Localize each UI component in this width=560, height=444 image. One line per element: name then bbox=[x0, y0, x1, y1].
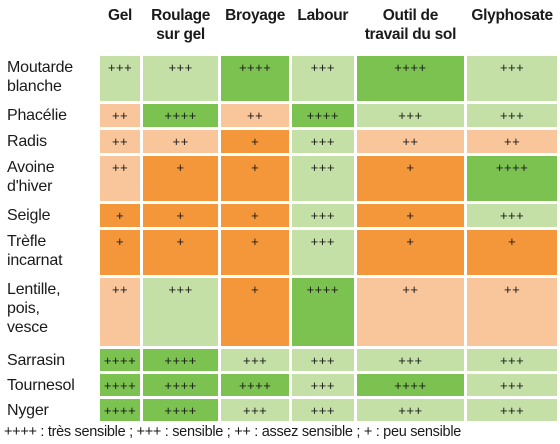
value-cell: ++++ bbox=[221, 374, 289, 396]
column-header: Glyphosate bbox=[467, 3, 557, 53]
column-header-label: Labour bbox=[297, 7, 349, 24]
value-cell: +++ bbox=[291, 399, 354, 421]
value-cell: +++ bbox=[100, 56, 140, 101]
value-cell: ++ bbox=[467, 278, 557, 346]
row-label: Avoine d'hiver bbox=[3, 156, 98, 201]
value-cell: +++ bbox=[356, 349, 465, 371]
table-row: Phacélie ++ ++++ ++ ++++ +++ +++ bbox=[3, 104, 557, 127]
value-cell: +++ bbox=[142, 56, 219, 101]
value-cell: +++ bbox=[291, 156, 354, 201]
value-cell: + bbox=[142, 156, 219, 201]
value-cell: ++++ bbox=[100, 399, 140, 421]
column-header: Labour bbox=[291, 3, 354, 53]
row-label: Nyger bbox=[3, 399, 98, 421]
column-header-label: Gel bbox=[107, 7, 133, 24]
value-cell: + bbox=[221, 204, 289, 227]
row-label: Tournesol bbox=[3, 374, 98, 396]
table-row: Avoine d'hiver ++ + + +++ + ++++ bbox=[3, 156, 557, 201]
value-cell: ++++ bbox=[142, 374, 219, 396]
value-cell: +++ bbox=[142, 278, 219, 346]
value-cell: ++ bbox=[100, 278, 140, 346]
corner-cell bbox=[3, 3, 98, 53]
column-header-label: Outil de travail du sol bbox=[364, 7, 457, 43]
value-cell: + bbox=[467, 230, 557, 275]
value-cell: + bbox=[221, 130, 289, 153]
value-cell: ++++ bbox=[291, 104, 354, 127]
value-cell: + bbox=[356, 156, 465, 201]
value-cell: + bbox=[221, 230, 289, 275]
value-cell: +++ bbox=[291, 56, 354, 101]
value-cell: +++ bbox=[291, 230, 354, 275]
column-header: Roulage sur gel bbox=[142, 3, 219, 53]
column-header-label: Glyphosate bbox=[471, 7, 553, 24]
row-label: Radis bbox=[3, 130, 98, 153]
value-cell: +++ bbox=[221, 349, 289, 371]
row-label: Phacélie bbox=[3, 104, 98, 127]
value-cell: + bbox=[221, 278, 289, 346]
value-cell: ++++ bbox=[100, 349, 140, 371]
value-cell: + bbox=[142, 230, 219, 275]
table-row: Radis ++ ++ + +++ ++ ++ bbox=[3, 130, 557, 153]
table-row: Moutarde blanche +++ +++ ++++ +++ ++++ +++ bbox=[3, 56, 557, 101]
table-row: Trèfle incarnat + + + +++ + + bbox=[3, 230, 557, 275]
value-cell: ++++ bbox=[356, 56, 465, 101]
value-cell: ++++ bbox=[142, 349, 219, 371]
value-cell: + bbox=[142, 204, 219, 227]
value-cell: +++ bbox=[291, 349, 354, 371]
value-cell: ++++ bbox=[100, 374, 140, 396]
legend: ++++ : très sensible ; +++ : sensible ; … bbox=[4, 424, 462, 440]
value-cell: +++ bbox=[467, 349, 557, 371]
value-cell: ++++ bbox=[356, 374, 465, 396]
value-cell: + bbox=[100, 230, 140, 275]
table-row: Nyger ++++ ++++ +++ +++ +++ +++ bbox=[3, 399, 557, 421]
value-cell: +++ bbox=[291, 130, 354, 153]
value-cell: +++ bbox=[467, 374, 557, 396]
value-cell: ++ bbox=[356, 130, 465, 153]
value-cell: +++ bbox=[356, 104, 465, 127]
value-cell: +++ bbox=[467, 204, 557, 227]
value-cell: +++ bbox=[467, 399, 557, 421]
value-cell: +++ bbox=[291, 374, 354, 396]
value-cell: +++ bbox=[467, 104, 557, 127]
column-header: Outil de travail du sol bbox=[356, 3, 465, 53]
value-cell: ++ bbox=[100, 130, 140, 153]
row-label: Seigle bbox=[3, 204, 98, 227]
value-cell: +++ bbox=[291, 204, 354, 227]
value-cell: ++ bbox=[356, 278, 465, 346]
column-header-label: Roulage sur gel bbox=[151, 7, 211, 43]
row-label: Lentille, pois, vesce bbox=[3, 278, 98, 346]
sensitivity-table: Gel Roulage sur gel Broyage Labour Outil… bbox=[3, 3, 557, 421]
value-cell: ++++ bbox=[142, 104, 219, 127]
row-label: Trèfle incarnat bbox=[3, 230, 98, 275]
table-row: Seigle + + + +++ + +++ bbox=[3, 204, 557, 227]
value-cell: ++ bbox=[142, 130, 219, 153]
value-cell: ++ bbox=[100, 104, 140, 127]
value-cell: + bbox=[221, 156, 289, 201]
value-cell: + bbox=[356, 204, 465, 227]
value-cell: ++ bbox=[467, 130, 557, 153]
value-cell: +++ bbox=[467, 56, 557, 101]
value-cell: + bbox=[100, 204, 140, 227]
column-header-label: Broyage bbox=[225, 7, 286, 24]
row-label: Moutarde blanche bbox=[3, 56, 98, 101]
value-cell: ++++ bbox=[467, 156, 557, 201]
value-cell: + bbox=[356, 230, 465, 275]
value-cell: ++ bbox=[100, 156, 140, 201]
value-cell: ++ bbox=[221, 104, 289, 127]
value-cell: +++ bbox=[356, 399, 465, 421]
value-cell: ++++ bbox=[221, 56, 289, 101]
table-row: Sarrasin ++++ ++++ +++ +++ +++ +++ bbox=[3, 349, 557, 371]
column-header: Gel bbox=[100, 3, 140, 53]
header-row: Gel Roulage sur gel Broyage Labour Outil… bbox=[3, 3, 557, 53]
row-label: Sarrasin bbox=[3, 349, 98, 371]
table-row: Lentille, pois, vesce ++ +++ + ++++ ++ ++ bbox=[3, 278, 557, 346]
value-cell: ++++ bbox=[291, 278, 354, 346]
value-cell: ++++ bbox=[142, 399, 219, 421]
value-cell: +++ bbox=[221, 399, 289, 421]
table-row: Tournesol ++++ ++++ ++++ +++ ++++ +++ bbox=[3, 374, 557, 396]
column-header: Broyage bbox=[221, 3, 289, 53]
table-body: Moutarde blanche +++ +++ ++++ +++ ++++ +++ Phac… bbox=[3, 56, 557, 421]
